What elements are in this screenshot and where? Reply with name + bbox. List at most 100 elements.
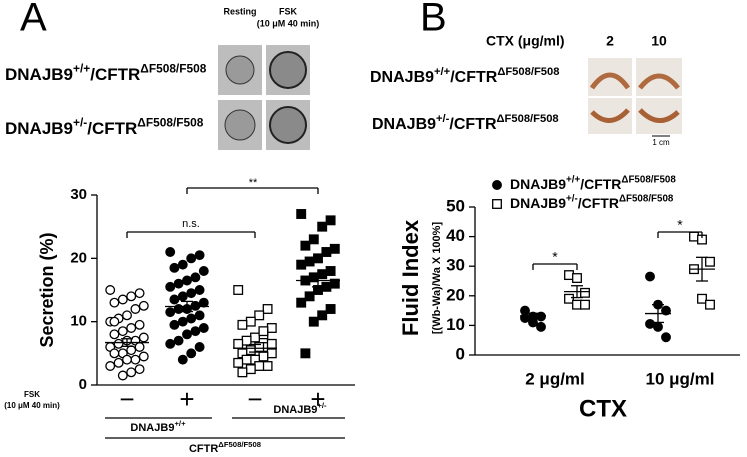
superscript: +/+ — [566, 174, 580, 185]
data-point — [165, 281, 176, 292]
data-point — [165, 338, 176, 349]
x-tick-label: 2 μg/ml — [525, 369, 585, 388]
organoid — [224, 109, 256, 141]
intestine-photos — [588, 58, 682, 137]
data-point — [182, 275, 192, 286]
data-point — [572, 299, 582, 310]
data-point — [697, 293, 707, 304]
data-point — [186, 313, 197, 324]
data-point — [258, 326, 269, 337]
data-point — [169, 294, 180, 305]
data-point — [117, 294, 128, 305]
treatment-label: (10 μM 40 min) — [4, 401, 60, 410]
y-tick-label: 10 — [446, 315, 465, 334]
data-point — [536, 321, 546, 332]
data-point — [105, 285, 116, 295]
data-point — [304, 291, 315, 302]
data-point — [325, 215, 336, 226]
data-point — [254, 310, 265, 321]
data-point — [233, 285, 244, 295]
data-point — [109, 316, 120, 327]
data-point — [528, 317, 538, 328]
data-point — [113, 338, 124, 349]
data-point — [117, 370, 128, 381]
organoid — [225, 55, 255, 85]
data-point — [138, 351, 149, 362]
data-point — [645, 271, 655, 282]
superscript: ΔF508/F508 — [137, 116, 203, 130]
data-point — [138, 300, 149, 311]
organoid-photos — [218, 45, 310, 150]
data-point — [572, 273, 582, 283]
sig-label: * — [677, 217, 683, 233]
y-tick-label: 50 — [446, 196, 465, 215]
sig-label: * — [552, 249, 558, 265]
data-point — [705, 256, 715, 267]
data-point — [296, 209, 307, 219]
data-point — [241, 335, 252, 346]
data-point — [304, 256, 315, 267]
data-point — [138, 332, 149, 343]
label-part: /CFTR — [580, 176, 621, 192]
data-point — [317, 221, 328, 232]
data-point — [705, 299, 715, 310]
data-point — [198, 323, 209, 333]
data-point — [130, 304, 141, 314]
sig-label: n.s. — [182, 218, 200, 230]
group-label: DNAJB9+/- — [273, 401, 327, 416]
label-part: /CFTR — [90, 65, 140, 84]
y-tick-label: 10 — [70, 313, 87, 330]
data-point — [233, 357, 244, 368]
intestine — [638, 108, 680, 123]
data-point — [165, 307, 176, 318]
data-point — [117, 326, 128, 337]
data-point — [134, 288, 145, 299]
data-point — [266, 323, 277, 333]
label-part: DNAJB9 — [273, 404, 317, 416]
data-point — [173, 335, 184, 346]
superscript: +/- — [73, 116, 87, 130]
data-point — [645, 318, 655, 329]
genotype-label: DNAJB9+/+/CFTRΔF508/F508 — [370, 66, 559, 86]
y-tick-label: 30 — [446, 256, 465, 275]
intestine — [638, 73, 680, 90]
data-point — [300, 348, 311, 359]
superscript: +/+ — [73, 62, 90, 76]
data-point — [308, 234, 319, 245]
x-tick-label: + — [179, 384, 194, 414]
label-part: DNAJB9 — [372, 116, 436, 133]
superscript: +/- — [317, 401, 327, 410]
data-point — [194, 250, 205, 261]
image-column-label: 2 — [606, 33, 614, 49]
group-label: CFTRΔF508/F508 — [189, 440, 262, 455]
data-point — [134, 319, 145, 330]
data-point — [165, 247, 176, 257]
organoid — [269, 106, 307, 144]
superscript: ΔF508/F508 — [621, 174, 676, 185]
data-point — [233, 338, 244, 349]
data-point — [564, 270, 574, 281]
data-point — [266, 348, 277, 359]
genotype-label: DNAJB9+/-/CFTRΔF508/F508 — [5, 116, 204, 139]
image-label: Resting — [223, 6, 256, 16]
superscript: +/+ — [434, 66, 451, 78]
y-tick-label: 20 — [446, 285, 465, 304]
y-tick-label: 0 — [456, 344, 465, 363]
treatment-label: FSK — [24, 390, 40, 399]
data-point — [122, 354, 132, 365]
legend-label: DNAJB9+/+/CFTRΔF508/F508 — [510, 174, 676, 191]
data-point — [126, 291, 137, 302]
data-point — [134, 364, 145, 375]
data-point — [134, 342, 145, 352]
data-point — [198, 266, 209, 276]
data-point — [182, 329, 192, 340]
scale-bar-label: 1 cm — [652, 138, 670, 147]
data-point — [113, 357, 124, 368]
organoid — [269, 51, 307, 89]
image-column-label: 10 — [651, 33, 667, 49]
label-part: DNAJB9 — [5, 119, 73, 138]
data-point — [169, 319, 180, 330]
x-tick-label: − — [119, 384, 134, 414]
data-point — [329, 243, 340, 254]
legend-marker — [492, 199, 502, 209]
